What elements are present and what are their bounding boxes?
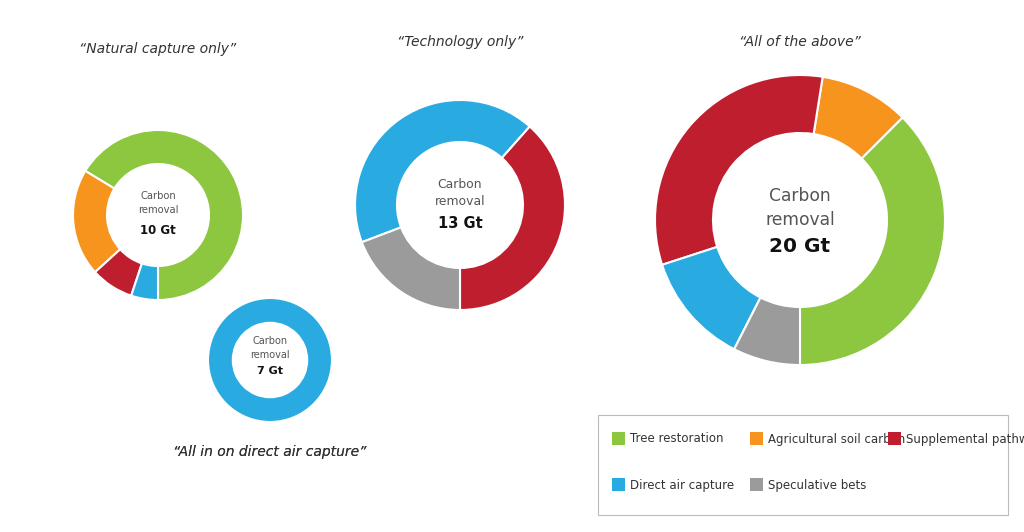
Wedge shape xyxy=(95,250,142,296)
Wedge shape xyxy=(85,130,243,300)
Wedge shape xyxy=(655,75,822,265)
Wedge shape xyxy=(800,118,945,365)
Wedge shape xyxy=(734,297,800,365)
Text: “All in on direct air capture”: “All in on direct air capture” xyxy=(173,445,367,459)
Text: “Technology only”: “Technology only” xyxy=(396,35,523,49)
Text: 7 Gt: 7 Gt xyxy=(257,366,283,376)
Text: Agricultural soil carbon: Agricultural soil carbon xyxy=(768,433,905,445)
Text: Tree restoration: Tree restoration xyxy=(630,433,724,445)
Text: Carbon
removal: Carbon removal xyxy=(138,192,178,214)
Bar xyxy=(750,432,763,445)
Text: 10 Gt: 10 Gt xyxy=(140,224,176,237)
Text: “All of the above”: “All of the above” xyxy=(739,35,861,49)
Bar xyxy=(612,432,625,445)
Text: Direct air capture: Direct air capture xyxy=(630,478,734,492)
Wedge shape xyxy=(208,298,332,422)
Text: Supplemental pathways: Supplemental pathways xyxy=(906,433,1024,445)
Wedge shape xyxy=(355,100,529,242)
Wedge shape xyxy=(814,77,902,159)
Text: “All in on direct air capture”: “All in on direct air capture” xyxy=(173,445,367,459)
Text: 13 Gt: 13 Gt xyxy=(437,217,482,231)
Text: Carbon
removal: Carbon removal xyxy=(765,187,835,229)
Text: “Natural capture only”: “Natural capture only” xyxy=(80,42,237,56)
Wedge shape xyxy=(131,263,158,300)
FancyBboxPatch shape xyxy=(598,415,1008,515)
Wedge shape xyxy=(73,171,120,272)
Wedge shape xyxy=(663,247,761,349)
Text: Carbon
removal: Carbon removal xyxy=(434,178,485,208)
Bar xyxy=(612,478,625,491)
Text: Carbon
removal: Carbon removal xyxy=(250,336,290,360)
Wedge shape xyxy=(361,227,460,310)
Text: 20 Gt: 20 Gt xyxy=(769,237,830,255)
Text: Speculative bets: Speculative bets xyxy=(768,478,866,492)
Bar xyxy=(888,432,901,445)
Bar xyxy=(750,478,763,491)
Wedge shape xyxy=(460,127,565,310)
